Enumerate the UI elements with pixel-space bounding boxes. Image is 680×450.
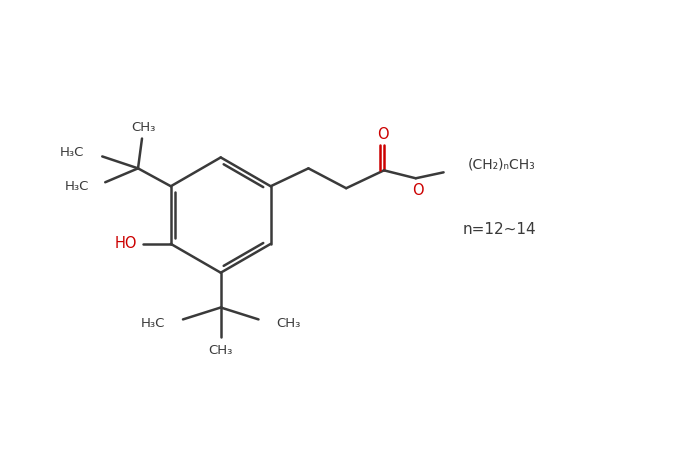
Text: CH₃: CH₃ — [276, 317, 301, 330]
Text: H₃C: H₃C — [65, 180, 89, 193]
Text: (CH₂)ₙCH₃: (CH₂)ₙCH₃ — [467, 158, 535, 171]
Text: O: O — [412, 183, 424, 198]
Text: H₃C: H₃C — [141, 317, 165, 330]
Text: n=12~14: n=12~14 — [462, 222, 536, 238]
Text: CH₃: CH₃ — [131, 121, 155, 134]
Text: HO: HO — [114, 236, 137, 252]
Text: H₃C: H₃C — [60, 146, 84, 159]
Text: CH₃: CH₃ — [209, 344, 233, 357]
Text: O: O — [377, 127, 389, 142]
